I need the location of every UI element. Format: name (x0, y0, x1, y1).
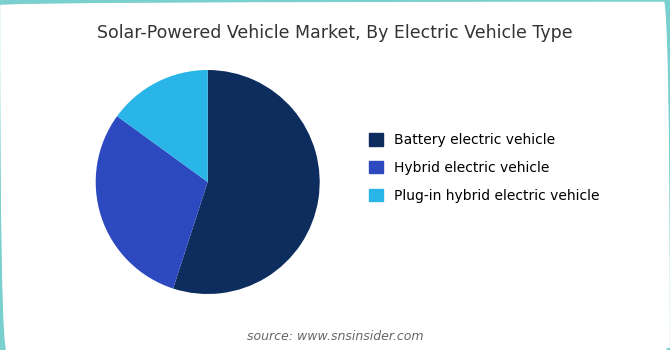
Wedge shape (96, 116, 208, 288)
Text: source: www.snsinsider.com: source: www.snsinsider.com (247, 330, 423, 343)
Wedge shape (173, 70, 320, 294)
Wedge shape (117, 70, 208, 182)
Text: Solar-Powered Vehicle Market, By Electric Vehicle Type: Solar-Powered Vehicle Market, By Electri… (97, 25, 573, 42)
Legend: Battery electric vehicle, Hybrid electric vehicle, Plug-in hybrid electric vehic: Battery electric vehicle, Hybrid electri… (369, 133, 599, 203)
